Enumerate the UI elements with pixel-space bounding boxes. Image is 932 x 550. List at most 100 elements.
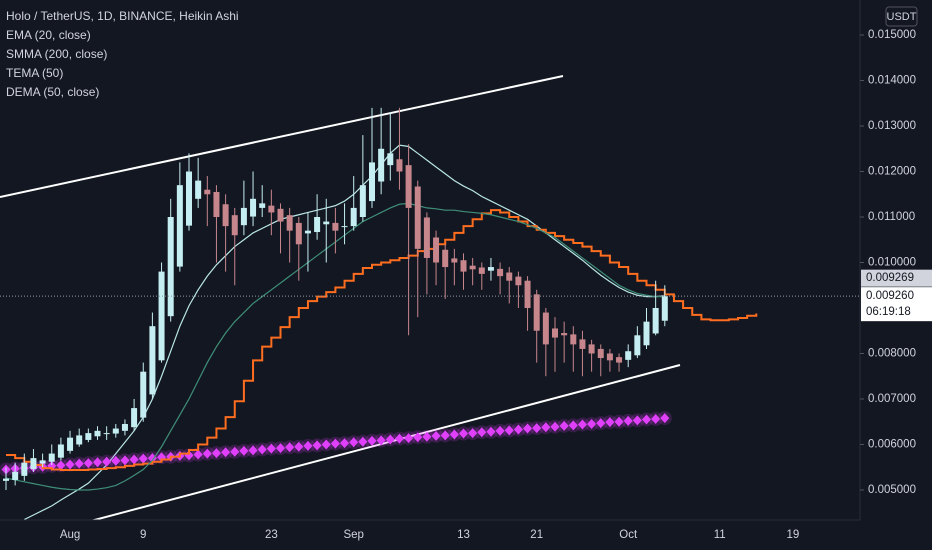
smma-marker <box>477 427 487 438</box>
candle-body <box>332 222 339 231</box>
candle-body <box>606 353 613 361</box>
smma-marker <box>385 434 395 445</box>
smma-marker <box>147 453 157 464</box>
x-tick-label: Oct <box>619 529 638 541</box>
smma-marker <box>65 459 75 470</box>
x-tick-label: 21 <box>530 529 543 541</box>
smma-marker <box>102 456 112 467</box>
candle-body <box>497 268 504 277</box>
smma-marker <box>532 423 542 434</box>
countdown: 06:19:18 <box>866 306 911 318</box>
candle-body <box>652 307 659 334</box>
smma-marker <box>321 439 331 450</box>
chart-title: Holo / TetherUS, 1D, BINANCE, Heikin Ash… <box>6 9 239 23</box>
candle-body <box>250 198 257 217</box>
smma-marker <box>468 428 478 439</box>
smma-marker <box>376 435 386 446</box>
smma-marker <box>358 436 368 447</box>
candle-body <box>295 222 302 245</box>
smma-marker <box>541 422 551 433</box>
candle-body <box>268 205 275 213</box>
smma-marker <box>550 421 560 432</box>
smma-marker <box>559 420 569 431</box>
candle-body <box>369 162 375 202</box>
smma-marker <box>93 457 102 468</box>
candle-body <box>158 271 165 361</box>
candle-body <box>94 430 101 437</box>
currency-label[interactable]: USDT <box>887 11 917 23</box>
smma-marker <box>276 443 285 454</box>
price-label-box <box>861 269 932 287</box>
candle-body <box>405 165 412 208</box>
smma-marker <box>120 455 130 466</box>
smma-marker <box>642 414 651 425</box>
trend-line <box>90 364 681 520</box>
y-tick-label: 0.013000 <box>868 120 916 132</box>
candle-body <box>277 208 284 222</box>
candle-body <box>451 258 458 263</box>
candle-body <box>515 276 522 286</box>
smma-marker <box>404 433 414 444</box>
smma-marker <box>596 418 606 429</box>
smma-marker <box>367 435 377 446</box>
candle-body <box>140 371 147 418</box>
candle-body <box>616 357 623 363</box>
legend-item: EMA (20, close) <box>6 28 91 42</box>
smma-marker <box>394 433 404 444</box>
candle-body <box>469 265 476 270</box>
x-tick-label: Sep <box>343 529 363 541</box>
candle-body <box>167 217 174 317</box>
smma-marker <box>211 448 221 459</box>
candle-body <box>387 153 394 166</box>
candle-body <box>533 294 540 331</box>
candle-body <box>414 186 421 249</box>
currency-button[interactable] <box>885 6 918 27</box>
smma-marker <box>349 437 359 448</box>
candle-body <box>112 428 119 434</box>
legend-item: DEMA (50, close) <box>6 85 99 99</box>
legend-item: SMMA (200, close) <box>6 47 107 61</box>
smma-marker <box>312 440 322 451</box>
x-tick-label: 9 <box>140 529 146 541</box>
price-label: 0.009269 <box>866 272 914 284</box>
candle-body <box>67 437 74 451</box>
candle-body <box>570 334 577 345</box>
candle-body <box>341 226 348 228</box>
candle-body <box>588 344 595 354</box>
y-tick-label: 0.010000 <box>868 257 916 269</box>
candle-body <box>3 478 9 481</box>
smma-marker <box>56 460 66 471</box>
smma-marker <box>285 442 295 453</box>
candle-body <box>378 148 385 182</box>
x-tick-label: 13 <box>457 529 470 541</box>
smma-marker <box>111 455 121 466</box>
candle-body <box>661 296 668 321</box>
candle-body <box>121 424 128 431</box>
smma-marker <box>303 440 313 451</box>
smma-marker <box>486 426 496 437</box>
smma-marker <box>340 438 350 449</box>
candle-body <box>597 348 604 359</box>
candle-body <box>625 351 632 360</box>
candle-body <box>57 444 64 458</box>
indicator-line <box>24 144 665 520</box>
y-tick-label: 0.007000 <box>868 393 916 405</box>
smma-marker <box>587 419 597 430</box>
smma-marker <box>138 453 148 464</box>
smma-marker <box>239 445 249 456</box>
x-tick-label: 11 <box>714 529 726 541</box>
smma-marker <box>431 430 441 441</box>
x-tick-label: Aug <box>60 529 80 541</box>
smma-marker <box>605 417 615 428</box>
candle-body <box>579 339 586 349</box>
smma-marker <box>577 419 587 430</box>
candle-body <box>314 217 321 233</box>
smma-marker <box>495 425 505 436</box>
smma-marker <box>413 432 423 443</box>
legend-item: TEMA (50) <box>6 66 63 80</box>
y-tick-label: 0.005000 <box>868 484 916 496</box>
smma-marker <box>523 423 533 434</box>
x-tick-label: 23 <box>265 529 278 541</box>
candle-body <box>643 321 650 346</box>
price-label: 0.009260 <box>866 290 914 302</box>
